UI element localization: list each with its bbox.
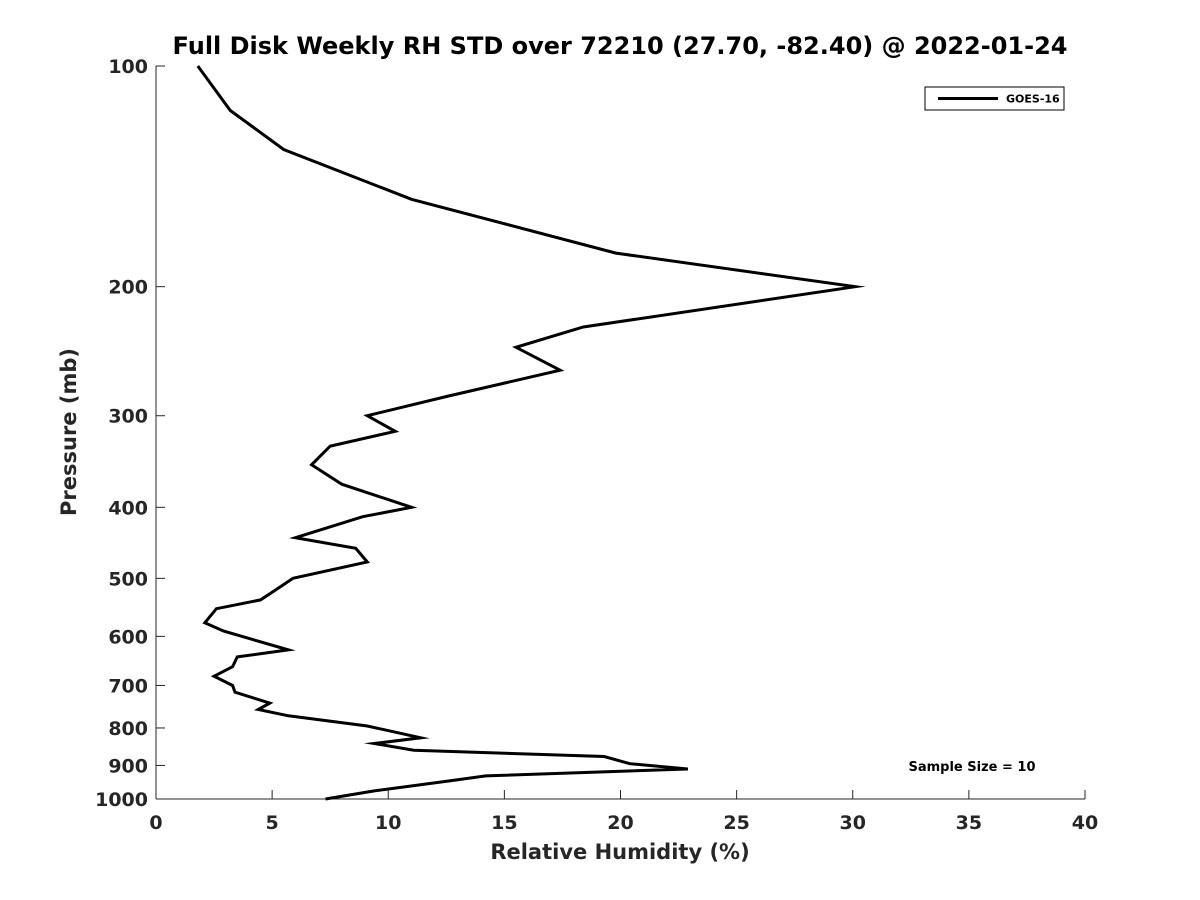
y-tick-label: 200 — [108, 277, 148, 299]
y-axis-label: Pressure (mb) — [57, 348, 81, 516]
series-line-goes-16 — [196, 65, 866, 801]
y-tick-label: 900 — [108, 755, 148, 777]
legend-label-goes-16: GOES-16 — [1006, 93, 1060, 106]
y-tick-label: 100 — [108, 56, 148, 78]
x-tick-label: 0 — [149, 812, 162, 834]
x-tick-label: 5 — [266, 812, 279, 834]
y-tick-label: 1000 — [95, 789, 148, 811]
y-tick-label: 300 — [108, 406, 148, 428]
x-tick-label: 35 — [956, 812, 982, 834]
x-tick-label: 40 — [1072, 812, 1098, 834]
x-tick-label: 10 — [375, 812, 401, 834]
x-tick-label: 30 — [840, 812, 866, 834]
x-tick-label: 15 — [491, 812, 517, 834]
y-tick-label: 700 — [108, 675, 148, 697]
x-axis-label: Relative Humidity (%) — [490, 840, 749, 864]
legend: GOES-16 — [924, 86, 1065, 111]
chart-title: Full Disk Weekly RH STD over 72210 (27.7… — [173, 32, 1068, 60]
x-tick-label: 25 — [723, 812, 749, 834]
y-tick-label: 600 — [108, 626, 148, 648]
y-tick-label: 400 — [108, 497, 148, 519]
x-tick-label: 20 — [607, 812, 633, 834]
y-tick-label: 500 — [108, 568, 148, 590]
sample-size-annotation: Sample Size = 10 — [908, 760, 1035, 775]
series-group — [196, 65, 866, 801]
plot-axes: 0 5 10 15 20 25 30 35 40 100 200 300 400 500 600 700 800… — [95, 56, 1098, 834]
y-tick-label: 800 — [108, 718, 148, 740]
